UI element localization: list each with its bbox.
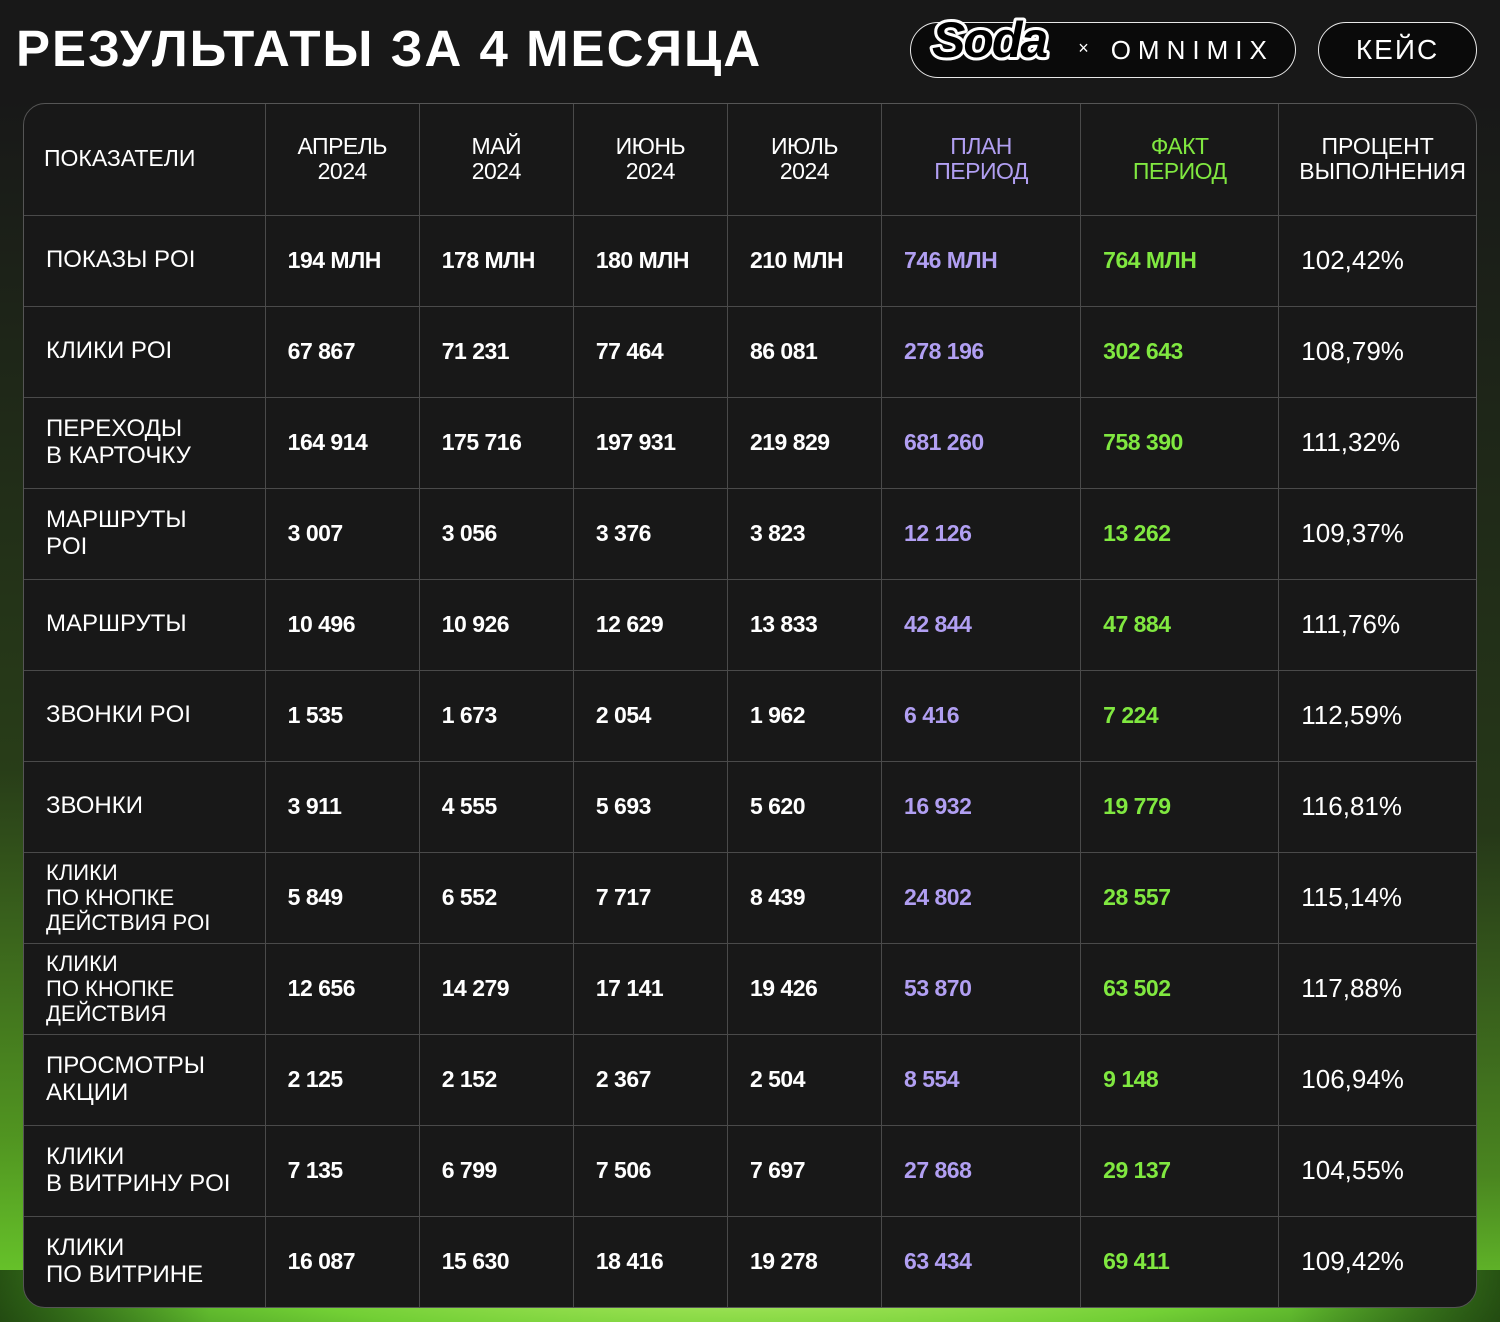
svg-text:Soda: Soda <box>932 12 1047 68</box>
